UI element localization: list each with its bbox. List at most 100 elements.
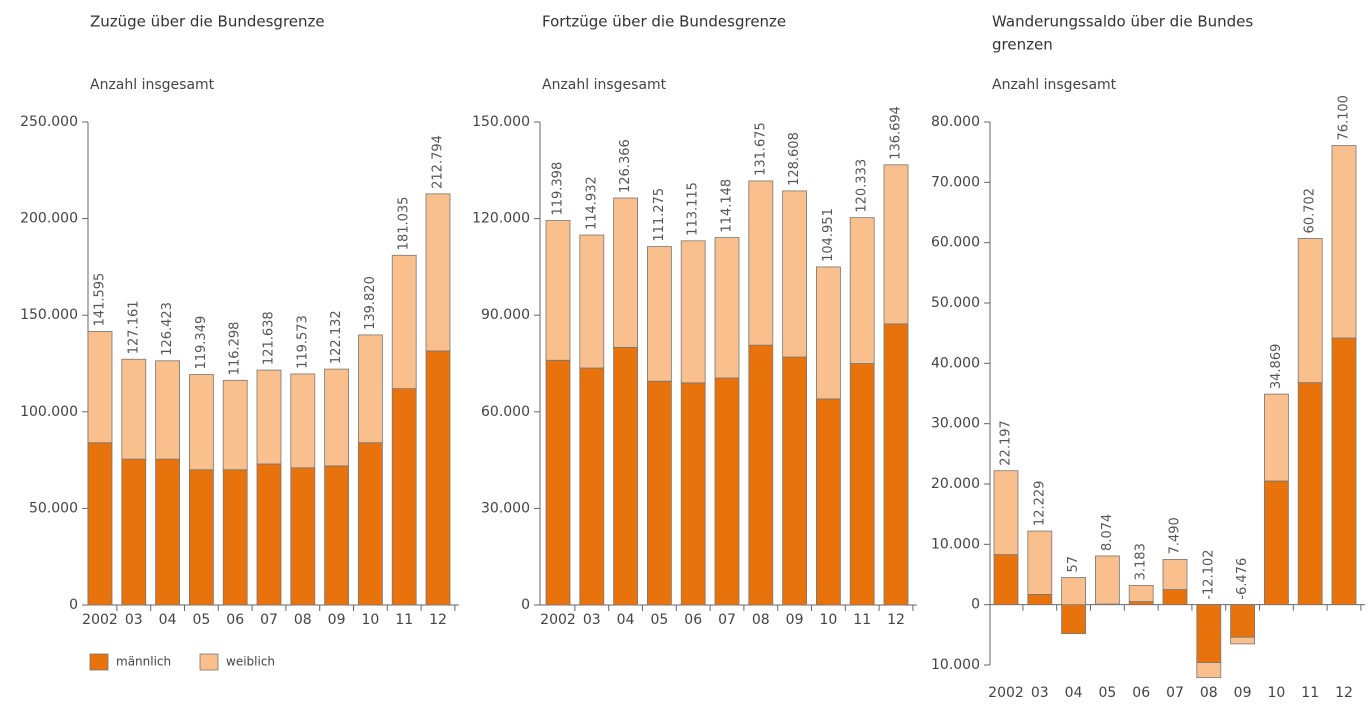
bar-segment <box>680 240 706 384</box>
x-tick-label: 11 <box>853 612 871 628</box>
bar-segment <box>1128 601 1154 606</box>
bar-segment <box>425 350 451 606</box>
bar-segment <box>849 363 875 606</box>
bar-segment <box>545 220 571 361</box>
bar-segment <box>1061 604 1086 635</box>
bar-segment <box>324 368 350 467</box>
x-tick-label: 08 <box>1200 685 1218 701</box>
bar-segment <box>256 463 282 606</box>
bar-segment <box>357 442 383 606</box>
y-tick-label: 80.000 <box>931 114 980 130</box>
x-tick-label: 06 <box>684 612 702 628</box>
value-label: 139.820 <box>363 276 378 330</box>
bar-segment <box>1162 559 1188 590</box>
bar-segment <box>647 246 672 382</box>
bar-segment <box>391 388 417 606</box>
x-tick-label: 10 <box>361 612 379 628</box>
bar-segment <box>816 266 841 400</box>
bar-segment <box>1331 337 1357 606</box>
bar-segment <box>993 470 1019 555</box>
y-tick-label: 20.000 <box>931 476 980 492</box>
x-tick-label: 2002 <box>540 612 576 628</box>
value-label: 22.197 <box>999 420 1014 466</box>
bar-segment <box>680 382 706 606</box>
x-tick-label: 05 <box>1098 685 1116 701</box>
legend-label: männlich <box>116 655 171 669</box>
y-tick-label: 30.000 <box>931 416 980 432</box>
value-label: 119.573 <box>295 315 310 369</box>
x-tick-label: 12 <box>887 612 905 628</box>
bar-segment <box>290 373 316 469</box>
x-tick-label: 09 <box>328 612 346 628</box>
x-tick-label: 12 <box>1335 685 1353 701</box>
bar-segment <box>1027 594 1053 606</box>
x-tick-label: 08 <box>752 612 770 628</box>
x-tick-label: 04 <box>617 612 635 628</box>
x-tick-label: 05 <box>192 612 210 628</box>
value-label: 34.869 <box>1269 344 1284 390</box>
value-label: 131.675 <box>753 122 768 176</box>
bar-segment <box>87 442 113 606</box>
bar-segment <box>391 254 417 390</box>
bar-segment <box>1162 589 1188 606</box>
bar-segment <box>849 217 875 364</box>
bar-segment <box>993 554 1019 606</box>
x-tick-label: 03 <box>1031 685 1049 701</box>
chart-title: Wanderungssaldo über die Bundes <box>992 13 1253 31</box>
bar-segment <box>1061 577 1086 606</box>
y-tick-label: 90.000 <box>481 307 530 323</box>
bar-segment <box>121 358 147 460</box>
value-label: 181.035 <box>397 197 412 251</box>
value-label: 57 <box>1066 556 1081 573</box>
x-tick-label: 10 <box>1267 685 1285 701</box>
x-tick-label: 05 <box>650 612 668 628</box>
bar-segment <box>782 190 807 358</box>
bar-segment <box>1297 238 1323 384</box>
bar-segment <box>748 344 774 606</box>
value-label: 113.115 <box>686 182 701 236</box>
y-tick-label: 0 <box>521 597 530 613</box>
y-tick-label: 30.000 <box>481 500 530 516</box>
bar-segment <box>1264 480 1289 606</box>
x-tick-label: 08 <box>294 612 312 628</box>
y-tick-label: 60.000 <box>931 235 980 251</box>
value-label: 121.638 <box>262 311 277 365</box>
bar-segment <box>188 469 214 606</box>
x-tick-label: 12 <box>429 612 447 628</box>
value-label: -12.102 <box>1201 549 1216 599</box>
bar-segment <box>714 377 740 606</box>
bar-segment <box>579 234 605 369</box>
legend-swatch <box>199 653 219 671</box>
value-label: 114.932 <box>584 176 599 230</box>
chart-title: grenzen <box>992 36 1053 54</box>
value-label: 127.161 <box>126 300 141 354</box>
y-tick-label: 70.000 <box>931 174 980 190</box>
x-tick-label: 07 <box>260 612 278 628</box>
x-tick-label: 06 <box>1132 685 1150 701</box>
bar-segment <box>1297 382 1323 606</box>
value-label: 116.298 <box>228 322 243 376</box>
bar-segment <box>155 360 181 460</box>
value-label: 141.595 <box>93 273 108 327</box>
x-tick-label: 04 <box>1065 685 1083 701</box>
bar-segment <box>425 193 451 352</box>
y-tick-label: 150.000 <box>472 114 530 130</box>
bar-segment <box>222 469 248 606</box>
x-tick-label: 10 <box>819 612 837 628</box>
value-label: 119.349 <box>194 316 209 370</box>
value-label: -6.476 <box>1235 558 1250 600</box>
value-label: 119.398 <box>551 162 566 216</box>
chart-title: Fortzüge über die Bundesgrenze <box>542 13 786 31</box>
y-tick-label: 120.000 <box>472 211 530 227</box>
value-label: 111.275 <box>652 188 667 242</box>
bar-segment <box>647 380 672 606</box>
bar-segment <box>883 323 909 606</box>
x-tick-label: 09 <box>786 612 804 628</box>
y-tick-label: 40.000 <box>931 355 980 371</box>
value-label: 128.608 <box>787 132 802 186</box>
bar-segment <box>883 164 909 325</box>
value-label: 114.148 <box>720 179 735 233</box>
x-tick-label: 11 <box>1301 685 1319 701</box>
value-label: 212.794 <box>431 135 446 189</box>
bar-segment <box>155 458 181 606</box>
